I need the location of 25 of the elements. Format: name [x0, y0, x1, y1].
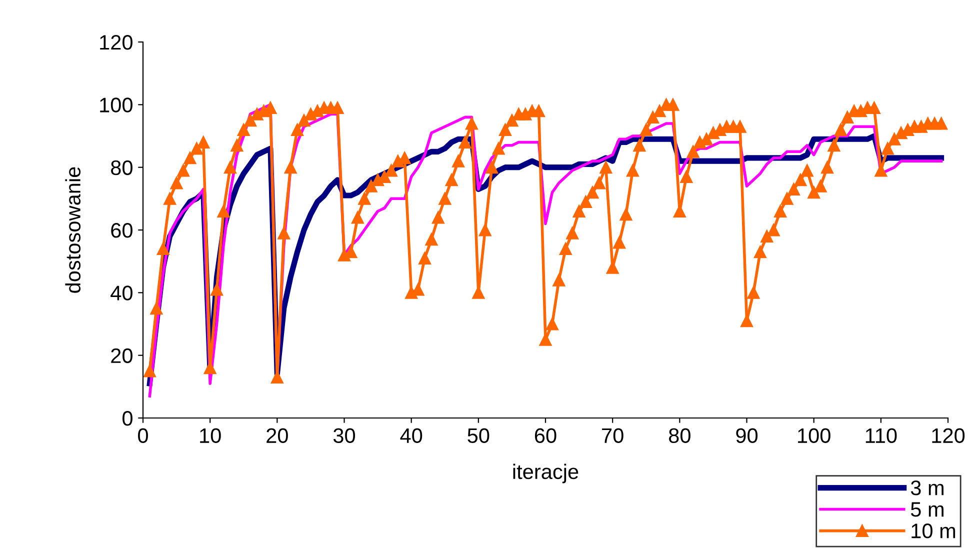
- x-tick-label: 120: [932, 428, 965, 444]
- x-axis-title: iteracje: [513, 464, 578, 484]
- y-tick-label: 0: [122, 411, 132, 426]
- x-tick-label: 0: [138, 428, 148, 444]
- y-tick-label: 20: [111, 348, 132, 364]
- x-tick-label: 40: [400, 428, 422, 444]
- y-tick-label: 80: [111, 160, 132, 176]
- legend-label: 10 m: [912, 524, 956, 538]
- y-tick-label: 40: [110, 286, 132, 300]
- x-tick-label: 30: [333, 428, 356, 444]
- x-tick-label: 20: [266, 428, 288, 444]
- y-tick-label: 120: [100, 35, 132, 50]
- x-tick-label: 70: [602, 428, 624, 444]
- x-tick-label: 80: [668, 428, 690, 444]
- y-tick-label: 60: [111, 223, 132, 238]
- x-tick-label: 10: [200, 428, 221, 444]
- y-tick-label: 100: [100, 98, 132, 112]
- y-axis-title: dostosowanie: [65, 167, 81, 293]
- x-tick-label: 60: [534, 428, 556, 444]
- x-tick-label: 90: [736, 428, 758, 444]
- legend-label: 5 m: [910, 502, 944, 517]
- x-tick-label: 50: [468, 428, 490, 444]
- legend-label: 3 m: [910, 480, 944, 496]
- x-tick-label: 110: [866, 428, 897, 444]
- x-tick-label: 100: [798, 428, 830, 444]
